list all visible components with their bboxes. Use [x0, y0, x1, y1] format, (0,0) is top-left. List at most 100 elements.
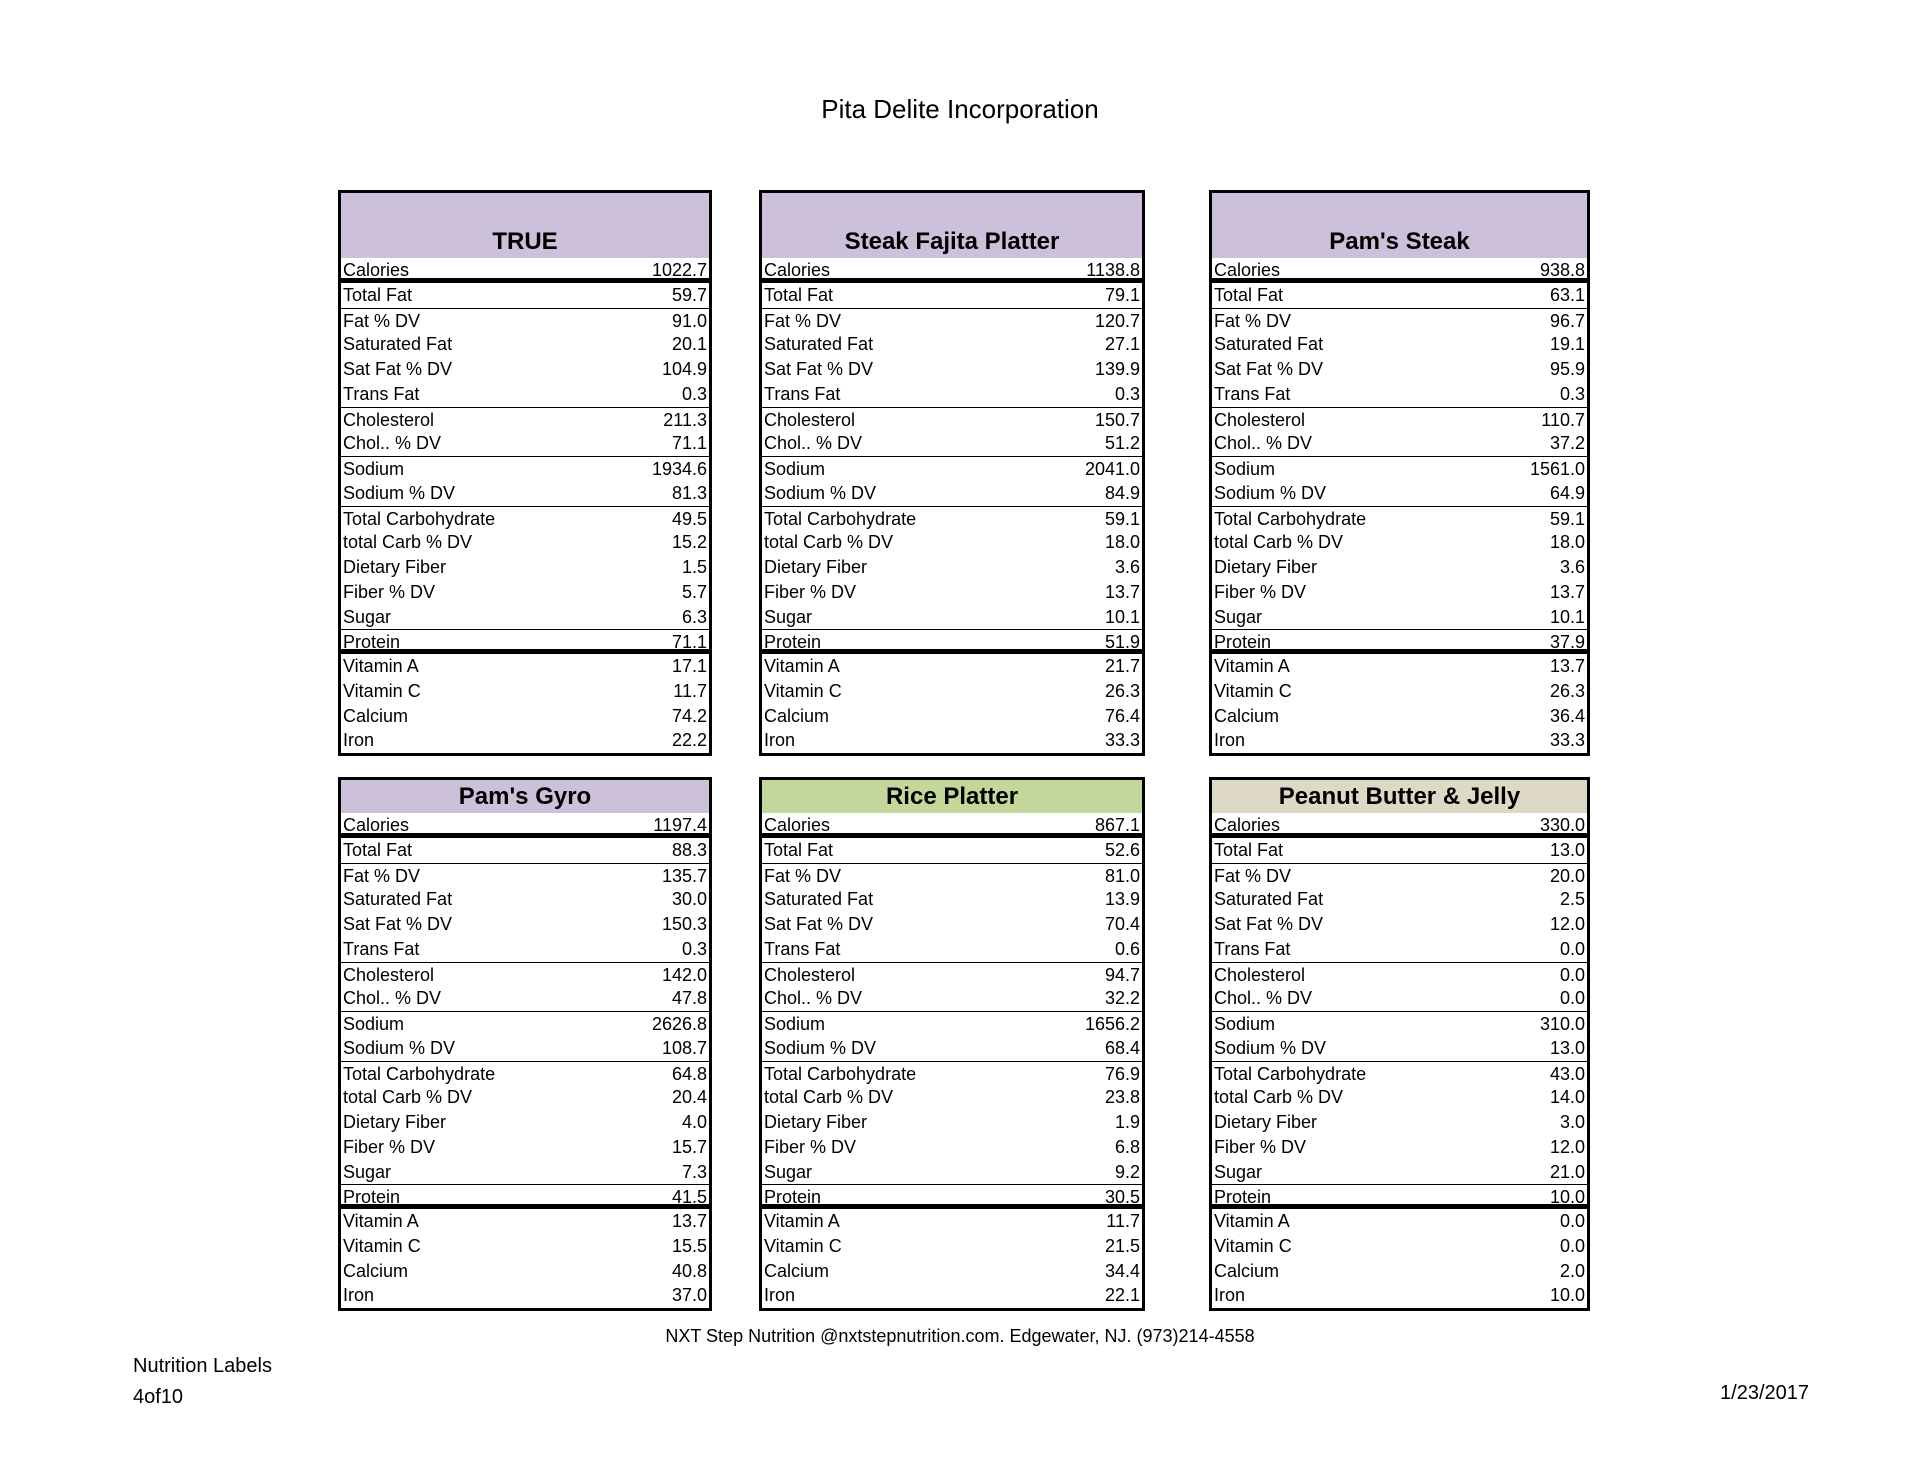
- nutrient-row: Iron 22.2: [341, 728, 709, 753]
- nutrient-label: Fiber % DV: [343, 1136, 436, 1157]
- nutrient-label: Vitamin C: [764, 1235, 842, 1256]
- panel-title: Pam's Gyro: [341, 780, 709, 813]
- nutrient-value: 64.8: [671, 1063, 707, 1084]
- nutrient-label: Trans Fat: [764, 938, 841, 959]
- nutrient-value: 6.3: [681, 606, 707, 627]
- nutrient-value: 51.2: [1104, 433, 1140, 454]
- nutrient-label: Trans Fat: [343, 383, 420, 404]
- nutrient-label: Iron: [1214, 730, 1246, 751]
- nutrient-label: Protein: [764, 1187, 822, 1208]
- nutrient-value: 20.4: [671, 1087, 707, 1108]
- nutrient-value: 1.5: [681, 557, 707, 577]
- nutrient-value: 70.4: [1104, 914, 1140, 934]
- nutrient-value: 71.1: [671, 433, 707, 454]
- nutrient-label: total Carb % DV: [343, 532, 473, 553]
- nutrient-value: 139.9: [1094, 359, 1140, 379]
- nutrient-label: Chol.. % DV: [343, 988, 442, 1009]
- nutrient-value: 81.0: [1104, 865, 1140, 886]
- nutrient-value: 12.0: [1549, 914, 1585, 934]
- nutrient-value: 2041.0: [1084, 459, 1140, 479]
- nutrition-panel: Steak Fajita Platter Calories 1138.8 Total …: [759, 190, 1145, 756]
- nutrient-row: Vitamin C 26.3: [762, 679, 1142, 704]
- nutrient-row: Cholesterol 211.3: [341, 406, 709, 432]
- nutrient-value: 59.1: [1104, 508, 1140, 529]
- nutrient-row: total Carb % DV 18.0: [1212, 530, 1587, 555]
- nutrient-value: 59.7: [671, 284, 707, 305]
- nutrient-value: 1934.6: [651, 459, 707, 479]
- nutrient-row: Fat % DV 120.7: [762, 307, 1142, 333]
- nutrient-label: Calcium: [764, 705, 830, 726]
- nutrient-value: 330.0: [1539, 815, 1585, 835]
- nutrient-row: Calcium 74.2: [341, 704, 709, 729]
- nutrient-value: 51.9: [1104, 632, 1140, 653]
- nutrient-row: Vitamin C 15.5: [341, 1234, 709, 1259]
- nutrient-row: Cholesterol 94.7: [762, 961, 1142, 987]
- nutrient-label: Saturated Fat: [764, 889, 874, 910]
- nutrient-label: Chol.. % DV: [764, 988, 863, 1009]
- nutrient-label: Calories: [343, 815, 410, 835]
- nutrient-value: 26.3: [1549, 680, 1585, 701]
- nutrient-label: Iron: [1214, 1285, 1246, 1306]
- nutrient-row: Fiber % DV 15.7: [341, 1135, 709, 1160]
- nutrient-row: Trans Fat 0.3: [341, 937, 709, 962]
- nutrient-label: Total Fat: [1214, 284, 1284, 305]
- nutrient-value: 0.0: [1559, 964, 1585, 985]
- nutrient-row: Total Fat 52.6: [762, 838, 1142, 863]
- nutrient-label: Total Carbohydrate: [764, 508, 917, 529]
- nutrient-row: Protein 51.9: [762, 629, 1142, 654]
- nutrient-value: 30.0: [671, 889, 707, 910]
- nutrient-row: Sat Fat % DV 70.4: [762, 912, 1142, 937]
- nutrient-row: Trans Fat 0.3: [762, 382, 1142, 407]
- nutrient-label: Vitamin A: [1214, 656, 1290, 676]
- nutrient-label: Dietary Fiber: [764, 1112, 868, 1132]
- nutrient-value: 15.2: [671, 532, 707, 553]
- nutrient-label: Vitamin A: [1214, 1211, 1290, 1231]
- nutrient-value: 26.3: [1104, 680, 1140, 701]
- nutrient-label: Vitamin A: [343, 656, 419, 676]
- nutrient-row: Protein 71.1: [341, 629, 709, 654]
- nutrient-row: Calcium 36.4: [1212, 704, 1587, 729]
- nutrient-value: 110.7: [1541, 409, 1585, 430]
- nutrient-row: Fat % DV 81.0: [762, 862, 1142, 888]
- nutrient-row: Chol.. % DV 37.2: [1212, 431, 1587, 456]
- nutrient-label: Calories: [343, 260, 410, 280]
- nutrient-value: 13.9: [1104, 889, 1140, 910]
- nutrition-panel: TRUE Calories 1022.7 Total Fat 59.7 Fat % DV 9…: [338, 190, 712, 756]
- nutrient-row: Iron 33.3: [1212, 728, 1587, 753]
- nutrient-value: 94.7: [1104, 964, 1140, 985]
- nutrient-value: 59.1: [1549, 508, 1585, 529]
- nutrient-row: Dietary Fiber 1.5: [341, 555, 709, 580]
- nutrient-row: Sodium % DV 84.9: [762, 481, 1142, 506]
- nutrient-row: Vitamin C 0.0: [1212, 1234, 1587, 1259]
- nutrient-value: 52.6: [1104, 839, 1140, 860]
- nutrient-row: Dietary Fiber 3.6: [1212, 555, 1587, 580]
- nutrient-label: Protein: [343, 1187, 401, 1208]
- nutrient-row: total Carb % DV 15.2: [341, 530, 709, 555]
- nutrient-label: Cholesterol: [343, 409, 435, 430]
- nutrient-label: Vitamin C: [343, 1235, 421, 1256]
- nutrient-value: 6.8: [1114, 1136, 1140, 1157]
- nutrient-label: Calcium: [1214, 1260, 1280, 1281]
- nutrient-row: Fiber % DV 6.8: [762, 1135, 1142, 1160]
- nutrient-value: 91.0: [671, 310, 707, 331]
- nutrient-label: Sat Fat % DV: [1214, 914, 1324, 934]
- nutrient-row: Trans Fat 0.3: [341, 382, 709, 407]
- nutrient-value: 33.3: [1549, 730, 1585, 751]
- nutrient-row: Calories 938.8: [1212, 258, 1587, 283]
- nutrient-row: Sugar 10.1: [762, 605, 1142, 630]
- nutrient-value: 13.7: [1104, 581, 1140, 602]
- nutrient-label: Chol.. % DV: [1214, 433, 1313, 454]
- document-title: Pita Delite Incorporation: [821, 94, 1099, 124]
- nutrient-label: Sodium: [343, 1014, 405, 1034]
- nutrient-label: Sugar: [343, 606, 392, 627]
- nutrient-row: Sugar 21.0: [1212, 1160, 1587, 1185]
- nutrient-row: Sodium % DV 81.3: [341, 481, 709, 506]
- footer-contact: NXT Step Nutrition @nxtstepnutrition.com…: [665, 1326, 1255, 1346]
- nutrient-label: Protein: [1214, 1187, 1272, 1208]
- nutrient-value: 0.3: [1114, 383, 1140, 404]
- nutrient-row: Fiber % DV 13.7: [762, 580, 1142, 605]
- nutrient-row: Total Fat 13.0: [1212, 838, 1587, 863]
- nutrient-row: Total Carbohydrate 43.0: [1212, 1060, 1587, 1086]
- nutrient-row: Vitamin A 11.7: [762, 1209, 1142, 1234]
- nutrient-value: 37.9: [1549, 632, 1585, 653]
